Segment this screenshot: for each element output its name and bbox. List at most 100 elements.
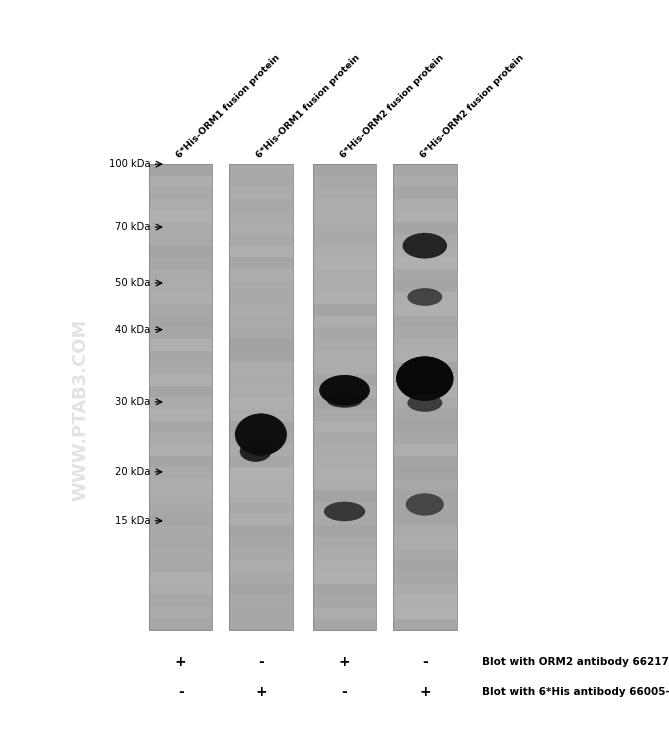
- Bar: [393, 444, 457, 457]
- Bar: [229, 245, 293, 258]
- Bar: [229, 618, 293, 631]
- Bar: [393, 269, 457, 281]
- Bar: [393, 572, 457, 585]
- Bar: [149, 549, 213, 561]
- Bar: [229, 199, 293, 212]
- Bar: [313, 269, 376, 281]
- Bar: [229, 444, 293, 457]
- Bar: [229, 491, 293, 503]
- Bar: [229, 549, 293, 561]
- Bar: [229, 560, 293, 573]
- Text: 6*His-ORM2 fusion protein: 6*His-ORM2 fusion protein: [418, 54, 525, 160]
- Bar: [229, 234, 293, 246]
- Bar: [149, 164, 213, 177]
- Bar: [313, 456, 376, 468]
- Bar: [313, 618, 376, 631]
- Bar: [393, 456, 457, 468]
- Bar: [149, 304, 213, 316]
- Bar: [313, 421, 376, 433]
- Ellipse shape: [319, 375, 370, 405]
- Bar: [313, 222, 376, 235]
- Bar: [229, 292, 293, 304]
- Bar: [313, 164, 376, 177]
- Bar: [229, 164, 293, 177]
- Bar: [313, 397, 376, 410]
- Bar: [313, 257, 376, 270]
- Bar: [393, 327, 457, 339]
- Bar: [229, 479, 293, 492]
- Bar: [149, 607, 213, 619]
- Bar: [229, 164, 293, 630]
- Bar: [149, 432, 213, 445]
- Bar: [393, 292, 457, 304]
- Bar: [149, 245, 213, 258]
- Bar: [229, 351, 293, 363]
- Text: 6*His-ORM1 fusion protein: 6*His-ORM1 fusion protein: [254, 54, 361, 160]
- Bar: [313, 386, 376, 398]
- Bar: [393, 316, 457, 328]
- Bar: [229, 316, 293, 328]
- Bar: [313, 327, 376, 339]
- Bar: [393, 560, 457, 573]
- Ellipse shape: [407, 288, 442, 306]
- Bar: [313, 560, 376, 573]
- Bar: [149, 421, 213, 433]
- Bar: [393, 257, 457, 270]
- Bar: [229, 210, 293, 223]
- Bar: [149, 583, 213, 596]
- Bar: [393, 421, 457, 433]
- Bar: [149, 292, 213, 304]
- Bar: [229, 502, 293, 515]
- Text: 20 kDa: 20 kDa: [115, 467, 151, 477]
- Bar: [149, 467, 213, 480]
- Bar: [229, 280, 293, 293]
- Bar: [313, 176, 376, 188]
- Bar: [393, 386, 457, 398]
- Bar: [313, 164, 376, 630]
- Bar: [313, 210, 376, 223]
- Bar: [313, 234, 376, 246]
- Bar: [149, 537, 213, 550]
- Bar: [149, 210, 213, 223]
- Bar: [393, 339, 457, 351]
- Bar: [149, 351, 213, 363]
- Text: 100 kDa: 100 kDa: [109, 159, 151, 169]
- Bar: [149, 479, 213, 492]
- Bar: [393, 210, 457, 223]
- Bar: [393, 199, 457, 212]
- Bar: [393, 502, 457, 515]
- Bar: [313, 339, 376, 351]
- Text: 40 kDa: 40 kDa: [115, 325, 151, 335]
- Text: -: -: [422, 655, 427, 668]
- Bar: [229, 409, 293, 421]
- Bar: [149, 525, 213, 538]
- Bar: [229, 327, 293, 339]
- Bar: [229, 304, 293, 316]
- Bar: [149, 164, 213, 630]
- Ellipse shape: [240, 441, 272, 462]
- Bar: [313, 351, 376, 363]
- Bar: [393, 234, 457, 246]
- Bar: [149, 316, 213, 328]
- Text: +: +: [339, 655, 351, 668]
- Bar: [229, 607, 293, 619]
- Bar: [313, 549, 376, 561]
- Ellipse shape: [396, 357, 454, 401]
- Bar: [313, 525, 376, 538]
- Text: 30 kDa: 30 kDa: [115, 397, 151, 407]
- Ellipse shape: [407, 394, 442, 412]
- Bar: [313, 607, 376, 619]
- Bar: [313, 514, 376, 526]
- Text: Blot with 6*His antibody 66005-1-Ig: Blot with 6*His antibody 66005-1-Ig: [482, 686, 669, 697]
- Bar: [229, 257, 293, 270]
- Bar: [149, 176, 213, 188]
- Bar: [313, 432, 376, 445]
- Text: -: -: [258, 655, 264, 668]
- Bar: [149, 514, 213, 526]
- Bar: [393, 583, 457, 596]
- Bar: [229, 525, 293, 538]
- Bar: [149, 491, 213, 503]
- Bar: [393, 479, 457, 492]
- Bar: [149, 456, 213, 468]
- Text: 70 kDa: 70 kDa: [115, 222, 151, 232]
